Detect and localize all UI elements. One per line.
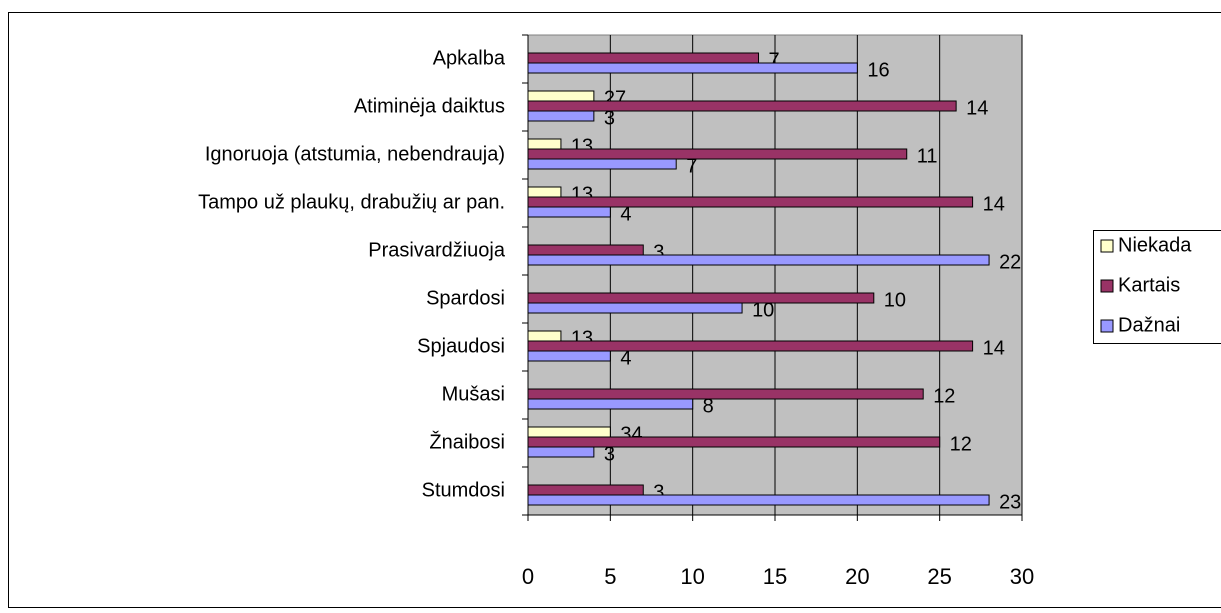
x-tick-label: 25 [927, 564, 951, 589]
bar [527, 244, 644, 256]
data-label: 14 [983, 193, 1005, 215]
data-label: 10 [884, 289, 906, 311]
y-tick-label: Stumdosi [422, 479, 505, 501]
data-label: 3 [604, 107, 615, 129]
y-tick-label: Tampo už plaukų, drabužių ar pan. [198, 191, 505, 213]
bar [527, 426, 611, 438]
bar [527, 388, 924, 400]
bar [527, 494, 990, 506]
bar [527, 186, 562, 198]
y-tick-label: Mušasi [442, 383, 505, 405]
bar [527, 330, 562, 342]
data-label: 8 [703, 395, 714, 417]
data-label: 3 [604, 443, 615, 465]
bar [527, 436, 941, 448]
data-label: 14 [966, 97, 988, 119]
bar [527, 62, 858, 74]
y-tick-label: Atiminėja daiktus [354, 95, 505, 117]
bar [527, 90, 595, 102]
x-tick-label: 15 [763, 564, 787, 589]
data-label: 4 [620, 203, 631, 225]
bar [527, 446, 595, 458]
bar [527, 110, 595, 122]
x-tick-label: 20 [845, 564, 869, 589]
data-label: 22 [999, 251, 1021, 273]
legend-box [1093, 230, 1221, 344]
bar [527, 340, 974, 352]
x-tick-label: 5 [604, 564, 616, 589]
y-tick-label: Spjaudosi [417, 335, 505, 357]
bar [527, 158, 677, 170]
data-label: 7 [686, 155, 697, 177]
data-label: 14 [983, 337, 1005, 359]
legend-label: Kartais [1118, 274, 1180, 296]
y-tick-label: Apkalba [433, 47, 506, 69]
y-tick-label: Ignoruoja (atstumia, nebendrauja) [205, 143, 505, 165]
bar [527, 350, 611, 362]
data-label: 10 [752, 299, 774, 321]
data-label: 11 [917, 145, 938, 167]
data-label: 3 [653, 481, 664, 503]
data-label: 4 [620, 347, 631, 369]
bar [527, 148, 908, 160]
bar [527, 254, 990, 266]
x-tick-label: 10 [680, 564, 704, 589]
legend-label: Niekada [1118, 234, 1192, 256]
y-tick-label: Spardosi [426, 287, 505, 309]
legend-swatch [1100, 279, 1114, 293]
bar [527, 302, 743, 314]
data-label: 12 [933, 385, 955, 407]
x-tick-label: 0 [522, 564, 534, 589]
bar [527, 196, 974, 208]
y-tick-label: Prasivardžiuoja [368, 239, 506, 261]
bar [527, 398, 694, 410]
legend-swatch [1100, 239, 1114, 253]
data-label: 12 [950, 433, 972, 455]
bar [527, 292, 875, 304]
legend-swatch [1100, 319, 1114, 333]
legend-label: Dažnai [1118, 314, 1180, 336]
y-tick-label: Žnaibosi [429, 430, 505, 453]
bar [527, 138, 562, 150]
bar [527, 52, 760, 64]
data-label: 23 [999, 491, 1021, 513]
bar [527, 484, 644, 496]
x-tick-label: 30 [1010, 564, 1034, 589]
data-label: 3 [653, 241, 664, 263]
data-label: 16 [867, 59, 889, 81]
data-label: 7 [769, 49, 780, 71]
bar [527, 100, 957, 112]
bar [527, 206, 611, 218]
